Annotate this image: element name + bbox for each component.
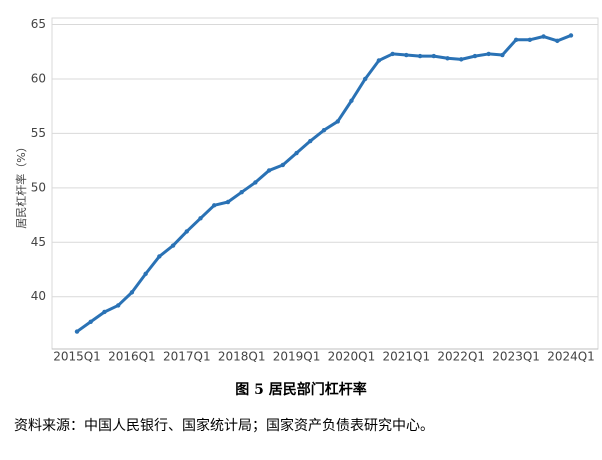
data-point bbox=[527, 37, 533, 42]
data-point bbox=[170, 243, 176, 248]
data-line bbox=[76, 34, 572, 333]
data-point bbox=[280, 162, 286, 168]
data-point bbox=[459, 57, 464, 62]
data-point bbox=[239, 190, 244, 195]
data-point bbox=[198, 216, 203, 221]
x-tick-label: 2018Q1 bbox=[218, 350, 266, 364]
data-point bbox=[308, 138, 313, 144]
data-point bbox=[88, 319, 93, 324]
x-tick-label: 2019Q1 bbox=[273, 350, 321, 364]
data-point bbox=[568, 33, 574, 38]
data-point bbox=[74, 329, 80, 334]
x-tick-label: 2015Q1 bbox=[53, 350, 101, 364]
plot-frame bbox=[51, 17, 599, 350]
data-point bbox=[431, 53, 436, 59]
y-tick-label: 60 bbox=[31, 71, 46, 85]
data-point bbox=[225, 199, 231, 205]
data-point bbox=[253, 180, 258, 185]
y-tick-label: 65 bbox=[31, 17, 46, 31]
y-axis-label: 居民杠杆率（%） bbox=[14, 141, 28, 228]
x-tick-label: 2016Q1 bbox=[108, 350, 156, 364]
y-tick-label: 55 bbox=[31, 126, 46, 140]
data-point bbox=[513, 37, 519, 42]
data-point bbox=[486, 51, 491, 57]
caption: 图 5 居民部门杠杆率 bbox=[235, 381, 367, 398]
data-point bbox=[500, 52, 505, 58]
data-point bbox=[541, 34, 546, 39]
data-point bbox=[115, 303, 121, 308]
data-point bbox=[143, 271, 148, 277]
data-point bbox=[555, 38, 560, 44]
data-point bbox=[102, 309, 107, 315]
data-point bbox=[349, 98, 354, 103]
x-tick-label: 2023Q1 bbox=[492, 350, 540, 364]
data-point bbox=[335, 119, 340, 124]
data-point bbox=[321, 127, 327, 133]
x-tick-label: 2017Q1 bbox=[163, 350, 211, 364]
data-point bbox=[129, 290, 135, 295]
x-tick-label: 2021Q1 bbox=[383, 350, 431, 364]
x-tick-label: 2020Q1 bbox=[328, 350, 376, 364]
data-point bbox=[472, 53, 478, 59]
data-point bbox=[417, 53, 423, 59]
y-tick-label: 45 bbox=[31, 235, 46, 249]
data-point bbox=[390, 51, 395, 57]
data-point bbox=[376, 58, 382, 63]
x-tick-label: 2024Q1 bbox=[547, 350, 595, 364]
data-point bbox=[266, 168, 272, 173]
source: 资料来源：中国人民银行、国家统计局；国家资产负债表研究中心。 bbox=[14, 417, 434, 434]
data-point bbox=[362, 76, 368, 82]
data-point bbox=[445, 56, 450, 61]
data-point bbox=[157, 254, 162, 259]
data-point bbox=[212, 203, 217, 208]
data-point bbox=[184, 229, 189, 234]
y-tick-label: 50 bbox=[31, 180, 46, 194]
y-tick-label: 40 bbox=[31, 289, 46, 303]
data-point bbox=[404, 52, 409, 58]
data-point bbox=[294, 150, 299, 156]
x-tick-label: 2022Q1 bbox=[437, 350, 485, 364]
